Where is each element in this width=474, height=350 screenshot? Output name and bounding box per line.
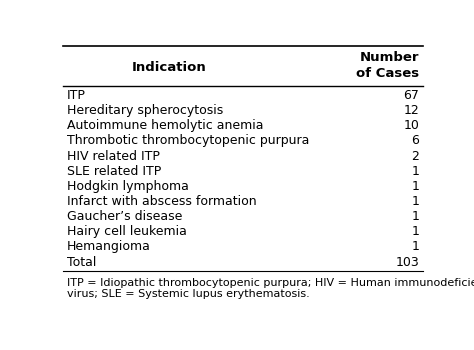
Text: ITP = Idiopathic thrombocytopenic purpura; HIV = Human immunodeficiency
virus; S: ITP = Idiopathic thrombocytopenic purpur… xyxy=(66,278,474,299)
Text: 6: 6 xyxy=(411,134,419,147)
Text: ITP: ITP xyxy=(66,89,85,102)
Text: 1: 1 xyxy=(411,225,419,238)
Text: Hemangioma: Hemangioma xyxy=(66,240,150,253)
Text: Hairy cell leukemia: Hairy cell leukemia xyxy=(66,225,186,238)
Text: Indication: Indication xyxy=(132,61,207,74)
Text: Hodgkin lymphoma: Hodgkin lymphoma xyxy=(66,180,189,193)
Text: 10: 10 xyxy=(403,119,419,132)
Text: 2: 2 xyxy=(411,149,419,162)
Text: 1: 1 xyxy=(411,195,419,208)
Text: SLE related ITP: SLE related ITP xyxy=(66,165,161,178)
Text: Number
of Cases: Number of Cases xyxy=(356,51,419,80)
Text: 1: 1 xyxy=(411,210,419,223)
Text: Gaucher’s disease: Gaucher’s disease xyxy=(66,210,182,223)
Text: 103: 103 xyxy=(395,256,419,269)
Text: 12: 12 xyxy=(403,104,419,117)
Text: 1: 1 xyxy=(411,240,419,253)
Text: 67: 67 xyxy=(403,89,419,102)
Text: Thrombotic thrombocytopenic purpura: Thrombotic thrombocytopenic purpura xyxy=(66,134,309,147)
Text: Autoimmune hemolytic anemia: Autoimmune hemolytic anemia xyxy=(66,119,263,132)
Text: Total: Total xyxy=(66,256,96,269)
Text: 1: 1 xyxy=(411,180,419,193)
Text: Hereditary spherocytosis: Hereditary spherocytosis xyxy=(66,104,223,117)
Text: 1: 1 xyxy=(411,165,419,178)
Text: HIV related ITP: HIV related ITP xyxy=(66,149,159,162)
Text: Infarct with abscess formation: Infarct with abscess formation xyxy=(66,195,256,208)
